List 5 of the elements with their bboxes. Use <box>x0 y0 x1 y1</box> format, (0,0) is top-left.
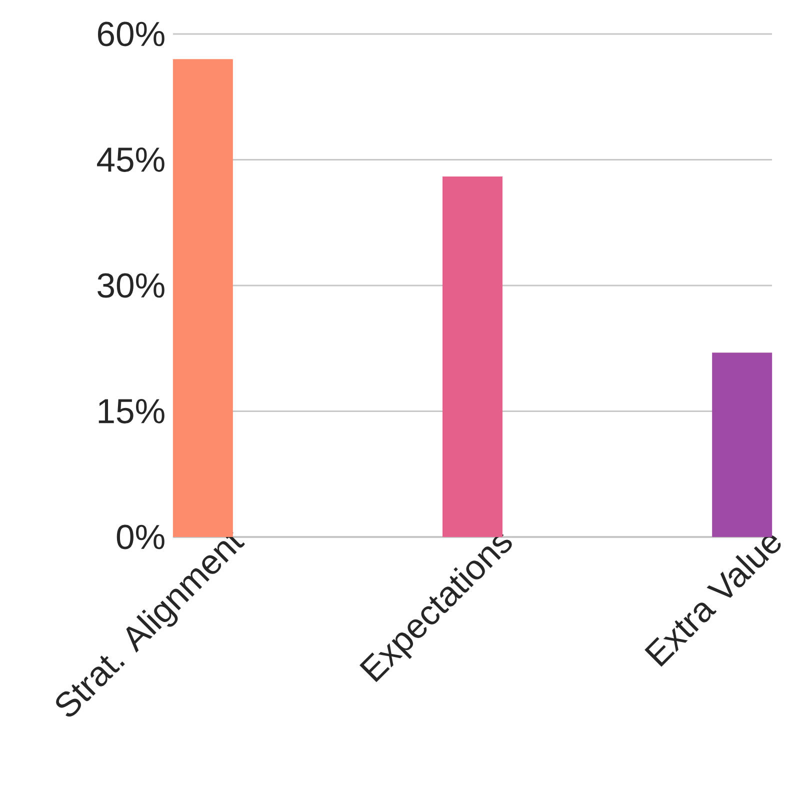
y-tick-label: 60% <box>98 22 164 46</box>
y-tick-label: 45% <box>97 148 164 172</box>
y-tick-label: 30% <box>98 273 164 298</box>
bar <box>712 352 772 537</box>
y-tick-label: 15% <box>98 399 164 424</box>
